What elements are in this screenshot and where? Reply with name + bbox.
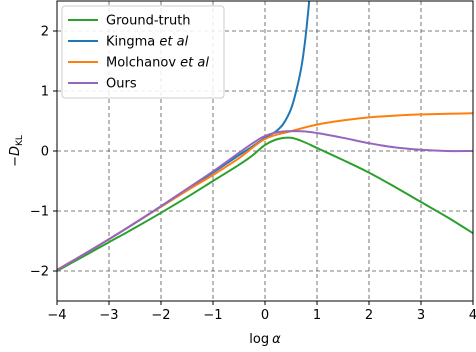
- y-axis-label-sub: KL: [15, 135, 25, 146]
- legend-label-ground-truth: Ground-truth: [106, 14, 191, 29]
- legend-label-molchanov-et-al: Molchanov et al: [106, 56, 209, 71]
- y-axis-label: −DKL: [8, 135, 25, 167]
- y-tick-label: 1: [41, 85, 49, 100]
- y-axis-label-main: −D: [8, 146, 23, 167]
- x-tick-label: 1: [313, 308, 321, 323]
- legend-label-kingma-et-al: Kingma et al: [106, 35, 189, 50]
- x-tick-label: −2: [151, 308, 170, 323]
- y-tick-label: 2: [41, 25, 49, 40]
- legend: Ground-truth Kingma et al Molchanov et al O…: [61, 5, 225, 99]
- y-tick-label: −1: [30, 205, 49, 220]
- legend-box: [61, 5, 225, 99]
- series-line-ours: [57, 130, 473, 272]
- y-tick-label: 0: [41, 145, 49, 160]
- x-tick-label: 0: [261, 308, 269, 323]
- x-axis-label-symbol: α: [272, 332, 281, 347]
- x-tick-label: −3: [99, 308, 118, 323]
- ticks: −4 −3 −2 −1 0 1 2 3 4 −2 −1 0 1 2: [30, 25, 476, 324]
- y-tick-label: −2: [30, 265, 49, 280]
- series-line-ground-truth: [57, 136, 473, 272]
- x-tick-label: 4: [469, 308, 476, 323]
- x-tick-label: 2: [365, 308, 373, 323]
- x-tick-label: −1: [203, 308, 222, 323]
- x-axis-label: log α: [249, 332, 281, 347]
- legend-label-ours: Ours: [106, 77, 137, 92]
- x-axis-label-main: log: [249, 332, 269, 347]
- x-tick-label: −4: [47, 308, 66, 323]
- x-tick-label: 3: [417, 308, 425, 323]
- series-layer: [57, 1, 473, 272]
